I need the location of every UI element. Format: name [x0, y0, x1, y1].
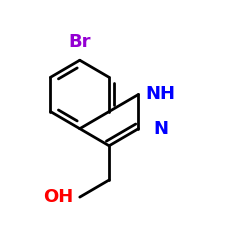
Text: NH: NH — [146, 86, 176, 103]
Text: Br: Br — [68, 33, 91, 51]
Text: N: N — [153, 120, 168, 138]
Text: OH: OH — [43, 188, 73, 206]
